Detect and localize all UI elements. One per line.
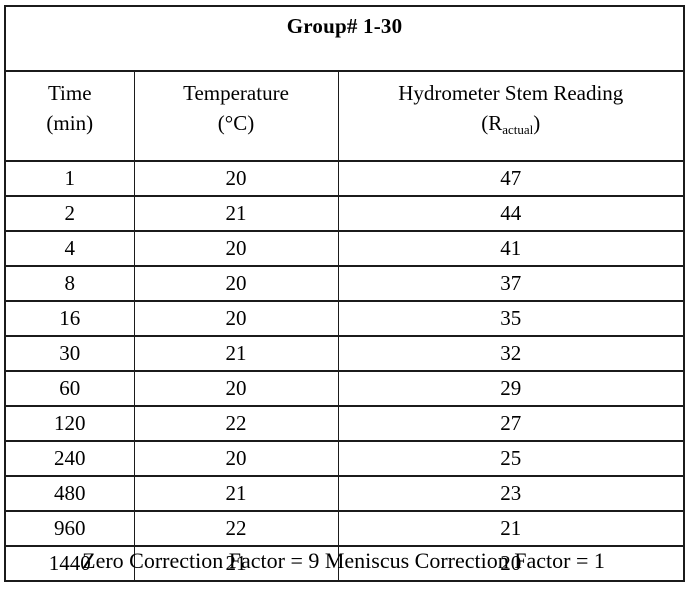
- cell-temperature: 20: [133, 160, 339, 197]
- reading-unit-suffix: ): [533, 111, 541, 135]
- column-header-time-unit: (min): [46, 111, 94, 135]
- cell-temperature: 21: [133, 195, 339, 232]
- cell-temperature: 22: [133, 510, 339, 547]
- cell-reading: 37: [337, 265, 685, 302]
- column-header-temperature: Temperature (°C): [133, 70, 339, 162]
- cell-reading: 41: [337, 230, 685, 267]
- cell-reading: 20: [337, 545, 685, 582]
- table-row: 2 21 44: [4, 195, 685, 232]
- cell-temperature: 22: [133, 405, 339, 442]
- cell-temperature: 20: [133, 370, 339, 407]
- table-row: 1440 21 20: [4, 545, 685, 582]
- column-header-temperature-name: Temperature: [183, 81, 289, 105]
- cell-temperature: 20: [133, 300, 339, 337]
- column-header-time: Time (min): [4, 70, 135, 162]
- cell-reading: 47: [337, 160, 685, 197]
- cell-time: 960: [4, 510, 135, 547]
- table-row: 8 20 37: [4, 265, 685, 302]
- table-row: 30 21 32: [4, 335, 685, 372]
- column-header-temperature-unit: (°C): [217, 111, 255, 135]
- cell-temperature: 21: [133, 545, 339, 582]
- cell-time: 4: [4, 230, 135, 267]
- cell-time: 60: [4, 370, 135, 407]
- cell-time: 240: [4, 440, 135, 477]
- column-header-time-name: Time: [47, 81, 92, 105]
- column-header-reading-unit: (Ractual): [481, 111, 541, 137]
- cell-time: 8: [4, 265, 135, 302]
- table-row: 240 20 25: [4, 440, 685, 477]
- reading-unit-prefix: (R: [481, 111, 503, 135]
- cell-reading: 21: [337, 510, 685, 547]
- table-row: 960 22 21: [4, 510, 685, 547]
- cell-time: 120: [4, 405, 135, 442]
- table-row: 4 20 41: [4, 230, 685, 267]
- cell-reading: 27: [337, 405, 685, 442]
- table-title: Group# 1-30: [4, 5, 685, 72]
- cell-reading: 25: [337, 440, 685, 477]
- reading-unit-subscript: actual: [502, 122, 534, 137]
- cell-temperature: 21: [133, 335, 339, 372]
- table-title-row: Group# 1-30: [4, 5, 685, 72]
- table-row: 1 20 47: [4, 160, 685, 197]
- cell-time: 1: [4, 160, 135, 197]
- column-header-reading: Hydrometer Stem Reading (Ractual): [337, 70, 685, 162]
- cell-time: 1440: [4, 545, 135, 582]
- cell-temperature: 20: [133, 265, 339, 302]
- table-row: 60 20 29: [4, 370, 685, 407]
- table-row: 16 20 35: [4, 300, 685, 337]
- cell-reading: 35: [337, 300, 685, 337]
- table-header-row: Time (min) Temperature (°C) Hydrometer S…: [4, 70, 685, 162]
- cell-time: 480: [4, 475, 135, 512]
- table-row: 480 21 23: [4, 475, 685, 512]
- column-header-reading-name: Hydrometer Stem Reading: [398, 81, 624, 105]
- cell-reading: 44: [337, 195, 685, 232]
- cell-temperature: 21: [133, 475, 339, 512]
- cell-reading: 23: [337, 475, 685, 512]
- cell-time: 2: [4, 195, 135, 232]
- correction-factors-note: Zero Correction Factor = 9 Meniscus Corr…: [82, 548, 605, 573]
- cell-temperature: 20: [133, 230, 339, 267]
- hydrometer-data-table: Group# 1-30 Time (min) Temperature (°C) …: [4, 5, 686, 582]
- cell-reading: 29: [337, 370, 685, 407]
- cell-time: 16: [4, 300, 135, 337]
- cell-time: 30: [4, 335, 135, 372]
- cell-temperature: 20: [133, 440, 339, 477]
- table-row: 120 22 27: [4, 405, 685, 442]
- cell-reading: 32: [337, 335, 685, 372]
